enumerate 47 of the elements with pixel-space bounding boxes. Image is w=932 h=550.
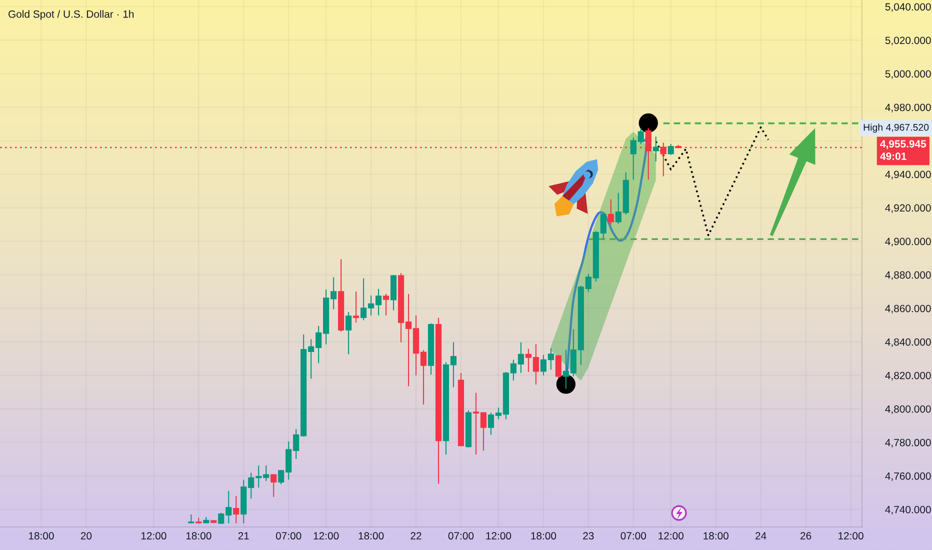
x-tick-label: 07:00 <box>620 532 646 540</box>
candlestick <box>353 291 360 324</box>
x-tick-label: 20 <box>80 532 92 540</box>
candlestick <box>346 311 352 355</box>
x-tick-label: 12:00 <box>314 532 339 540</box>
candlestick <box>233 495 240 524</box>
candlestick <box>555 354 562 379</box>
candlestick <box>608 198 614 226</box>
x-tick-label: 18:00 <box>704 532 728 540</box>
y-tick-label: 4,920.000 <box>885 204 931 213</box>
x-tick-label: 12:00 <box>658 532 684 540</box>
y-tick-label: 4,780.000 <box>885 438 931 448</box>
y-tick-label: 4,880.000 <box>885 271 931 280</box>
y-tick-label: 4,800.000 <box>885 405 931 414</box>
text: High 4,967.520 <box>864 124 929 133</box>
y-tick-label: 4,940.000 <box>885 170 931 180</box>
x-tick-label: 24 <box>756 532 766 540</box>
y-tick-label: 4,900.000 <box>885 238 931 246</box>
candlestick <box>652 136 659 162</box>
line-series <box>654 126 770 236</box>
ref-line-label: 4,955.945 49:01 <box>880 140 926 160</box>
y-tick-label: 4,860.000 <box>885 304 931 314</box>
candlestick <box>668 143 674 156</box>
x-tick-label: 26 <box>800 532 812 540</box>
x-tick-label: 18:00 <box>28 532 54 540</box>
y-tick-label: 5,040.000 <box>885 3 931 12</box>
x-tick-label: 12:00 <box>838 532 864 540</box>
y-tick-label: 4,760.000 <box>885 472 931 481</box>
candlestick <box>382 293 390 316</box>
y-tick-label: 4,840.000 <box>885 338 931 347</box>
x-tick-label: 07:00 <box>448 532 474 540</box>
y-tick-label: 4,740.000 <box>885 506 931 515</box>
x-tick-label: 18:00 <box>358 532 384 540</box>
x-tick-label: 18:00 <box>531 532 556 540</box>
x-tick-label: 22 <box>410 532 422 540</box>
text: Gold Spot / U.S. Dollar · 1h <box>8 10 134 20</box>
y-tick-label: 4,980.000 <box>885 104 931 112</box>
x-tick-label: 23 <box>583 532 594 540</box>
x-tick-label: 07:00 <box>276 532 302 540</box>
y-tick-label: 4,820.000 <box>885 372 931 380</box>
x-tick-label: 12:00 <box>486 532 512 540</box>
candlestick <box>270 474 277 498</box>
x-tick-label: 21 <box>238 532 249 540</box>
x-tick-label: 12:00 <box>141 532 166 540</box>
y-tick-label: 5,020.000 <box>885 36 931 46</box>
x-tick-label: 18:00 <box>186 532 212 540</box>
y-tick-label: 5,000.000 <box>885 70 931 79</box>
